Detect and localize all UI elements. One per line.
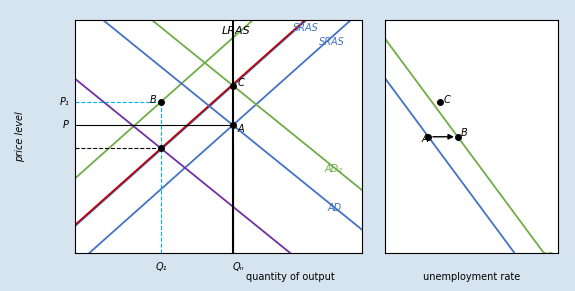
Text: price level: price level: [15, 111, 25, 162]
Text: A: A: [421, 134, 428, 144]
Text: AD₂: AD₂: [324, 164, 342, 174]
Text: P: P: [63, 120, 69, 130]
Text: PC₁: PC₁: [540, 252, 557, 262]
Text: AD₁: AD₁: [324, 285, 342, 291]
Text: Qₙ: Qₙ: [233, 262, 244, 272]
Text: A: A: [237, 124, 244, 134]
Text: LRAS: LRAS: [221, 26, 250, 36]
Text: AD: AD: [328, 203, 342, 213]
Text: B: B: [150, 95, 156, 104]
Text: B: B: [461, 128, 468, 138]
Text: C: C: [237, 78, 244, 88]
Text: quantity of output: quantity of output: [246, 272, 335, 282]
Text: SRAS: SRAS: [293, 23, 319, 33]
Text: PC: PC: [520, 264, 532, 274]
Text: C: C: [444, 95, 451, 104]
Text: unemployment rate: unemployment rate: [423, 272, 520, 282]
Text: Q₁: Q₁: [155, 262, 167, 272]
Text: P₁: P₁: [59, 97, 69, 107]
Text: SRAS: SRAS: [319, 37, 345, 47]
